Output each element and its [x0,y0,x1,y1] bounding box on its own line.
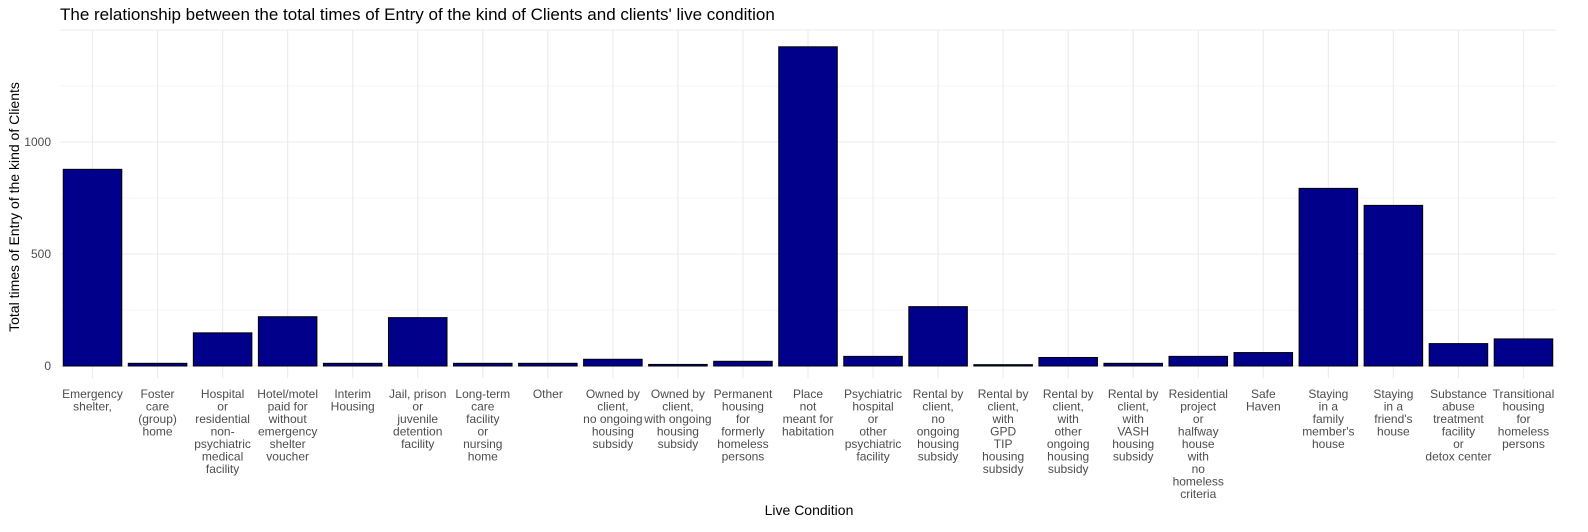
bar [973,364,1033,367]
x-category-label: Foster care (group) home [138,387,177,439]
y-tick-label: 500 [31,247,51,261]
x-category-label: Emergency shelter, [62,387,123,414]
x-category-label: Owned by client, with ongoing housing subsid… [643,387,711,451]
x-category-label: Rental by client, with GPD TIP housing subsidy [978,387,1029,476]
bar [1428,343,1489,367]
bar [908,306,968,367]
x-category-label: Transitional housing for homeless persons [1493,387,1555,451]
x-axis-category-labels: Emergency shelter, Foster care (group) home Ho… [62,387,1554,501]
x-category-label: Hospital or residential non-psychiatric medi… [194,387,251,476]
y-axis-title: Total times of Entry of the kind of Clie… [6,82,22,332]
x-category-label: Rental by client, with VASH housing subsidy [1108,387,1159,464]
bars [62,46,1554,367]
x-category-label: Permanent housing for formerly homeless perso… [714,387,773,464]
x-category-label: Place not meant for habitation [782,387,834,439]
x-category-label: Long-term care facility or nursing home [455,387,510,464]
bar [453,362,513,367]
x-category-label: Staying in a friend's house [1373,387,1413,439]
bar [257,316,318,367]
y-tick-label: 1000 [24,135,51,149]
x-category-label: Hotel/motel paid for without emergency shelt… [257,387,318,464]
x-category-label: Safe Haven [1246,387,1281,414]
bar [387,317,448,367]
chart-title: The relationship between the total times… [60,5,775,24]
x-category-label: Substance abuse treatment facility or detox c… [1425,387,1491,464]
bar [1298,187,1359,367]
x-category-label: Staying in a family member's house [1302,387,1354,451]
x-category-label: Interim Housing [331,387,375,414]
x-category-label: Jail, prison or juvenile detention facility [389,387,446,451]
x-category-label: Other [533,387,563,401]
bar [1233,352,1294,367]
bar [1363,204,1424,367]
bar [192,332,253,367]
bar [1493,338,1554,367]
x-category-label: Rental by client, with other ongoing housing s… [1043,387,1094,476]
bar [62,168,123,367]
bar [1038,356,1098,367]
x-axis-title: Live Condition [765,502,854,518]
x-category-label: Owned by client, no ongoing housing subsidy [583,387,642,451]
bar [518,362,578,367]
bar [648,363,708,367]
y-tick-label: 0 [44,359,51,373]
x-category-label: Rental by client, no ongoing housing subsidy [913,387,964,464]
bar [127,362,188,367]
bar [322,362,383,367]
bar [843,355,903,367]
y-axis-ticks: 0 500 1000 [24,135,51,373]
x-category-label: Residential project or halfway house with no ho… [1169,387,1228,501]
bar [583,358,643,367]
x-category-label: Psychiatric hospital or other psychiatric fac… [844,387,902,464]
bar [778,46,838,367]
bar [713,360,773,367]
bar [1168,355,1229,367]
bar [1103,362,1163,367]
